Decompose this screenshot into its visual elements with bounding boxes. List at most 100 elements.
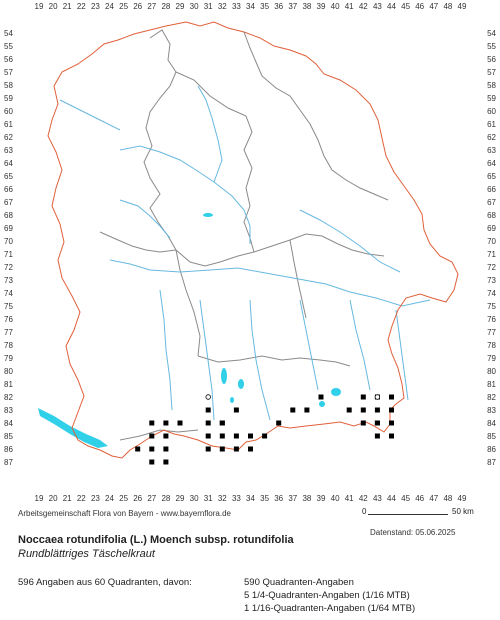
y-label-left-69: 69 <box>4 224 13 233</box>
x-label-top-45: 45 <box>401 2 410 11</box>
y-label-left-59: 59 <box>4 94 13 103</box>
record-square <box>135 446 141 452</box>
record-square <box>233 446 239 452</box>
record-square <box>389 433 394 439</box>
record-square <box>205 420 211 426</box>
y-label-left-73: 73 <box>4 276 13 285</box>
stat-quadrant: 590 Quadranten-Angaben <box>244 577 354 588</box>
y-label-right-58: 58 <box>487 81 496 90</box>
y-label-right-87: 87 <box>487 458 496 467</box>
y-label-right-64: 64 <box>487 159 496 168</box>
y-label-left-70: 70 <box>4 237 13 246</box>
x-label-bottom-36: 36 <box>274 494 283 503</box>
y-label-right-65: 65 <box>487 172 496 181</box>
y-label-right-70: 70 <box>487 237 496 246</box>
x-label-top-37: 37 <box>288 2 297 11</box>
y-label-right-75: 75 <box>487 302 496 311</box>
y-label-left-65: 65 <box>4 172 13 181</box>
y-label-right-55: 55 <box>487 42 496 51</box>
y-label-left-57: 57 <box>4 68 13 77</box>
scale-label-end: 50 km <box>452 507 474 516</box>
y-label-right-56: 56 <box>487 55 496 64</box>
data-date: Datenstand: 05.06.2025 <box>370 528 456 537</box>
y-label-right-72: 72 <box>487 263 496 272</box>
x-label-bottom-42: 42 <box>359 494 368 503</box>
y-label-right-63: 63 <box>487 146 496 155</box>
credit-text: Arbeitsgemeinschaft Flora von Bayern - w… <box>18 509 231 518</box>
species-title: Noccaea rotundifolia (L.) Moench subsp. … <box>18 534 294 546</box>
record-square <box>374 420 380 426</box>
x-label-bottom-26: 26 <box>133 494 142 503</box>
record-square <box>219 420 225 426</box>
y-label-right-82: 82 <box>487 393 496 402</box>
x-label-top-21: 21 <box>63 2 72 11</box>
record-square <box>276 420 282 426</box>
y-label-right-62: 62 <box>487 133 496 142</box>
y-label-left-83: 83 <box>4 406 13 415</box>
x-label-bottom-21: 21 <box>63 494 72 503</box>
grid-y-labels-right: 54 55 56 57 58 59 60 61 62 63 64 65 66 67 68 69 70 71 72 73… <box>487 29 496 467</box>
record-square <box>219 446 225 452</box>
y-label-left-82: 82 <box>4 393 13 402</box>
scale-label-start: 0 <box>362 507 367 516</box>
record-square <box>318 394 324 400</box>
x-label-top-35: 35 <box>260 2 269 11</box>
record-square <box>360 420 366 426</box>
y-label-left-63: 63 <box>4 146 13 155</box>
x-label-top-24: 24 <box>105 2 114 11</box>
x-label-top-29: 29 <box>176 2 185 11</box>
record-square <box>346 407 352 413</box>
x-label-top-49: 49 <box>458 2 467 11</box>
y-label-right-67: 67 <box>487 198 496 207</box>
record-squares <box>135 394 394 465</box>
x-label-bottom-31: 31 <box>204 494 213 503</box>
y-label-left-68: 68 <box>4 211 13 220</box>
y-label-left-61: 61 <box>4 120 13 129</box>
stat-sixteenth-quadrant: 1 1/16-Quadranten-Angaben (1/64 MTB) <box>244 603 416 614</box>
y-label-right-83: 83 <box>487 406 496 415</box>
x-label-top-27: 27 <box>147 2 156 11</box>
y-label-left-85: 85 <box>4 432 13 441</box>
x-label-bottom-41: 41 <box>345 494 354 503</box>
record-square <box>374 433 380 439</box>
x-label-top-36: 36 <box>274 2 283 11</box>
y-label-left-58: 58 <box>4 81 13 90</box>
x-label-bottom-23: 23 <box>91 494 100 503</box>
y-label-right-86: 86 <box>487 445 496 454</box>
x-label-top-46: 46 <box>415 2 424 11</box>
x-label-bottom-30: 30 <box>190 494 199 503</box>
record-open-circle <box>374 394 381 400</box>
record-square <box>290 407 296 413</box>
y-label-right-81: 81 <box>487 380 496 389</box>
y-label-right-60: 60 <box>487 107 496 116</box>
record-square <box>374 407 380 413</box>
x-label-top-28: 28 <box>161 2 170 11</box>
record-square <box>149 446 155 452</box>
x-label-bottom-32: 32 <box>218 494 227 503</box>
x-label-bottom-28: 28 <box>161 494 170 503</box>
y-label-left-78: 78 <box>4 341 13 350</box>
y-label-left-79: 79 <box>4 354 13 363</box>
x-label-bottom-43: 43 <box>373 494 382 503</box>
grid-y-labels-left: 54 55 56 57 58 59 60 61 62 63 64 65 66 67 68 69 70 71 72 73… <box>4 29 13 467</box>
scale-bar <box>368 514 448 515</box>
x-label-bottom-29: 29 <box>176 494 185 503</box>
record-square <box>163 459 169 465</box>
y-label-right-76: 76 <box>487 315 496 324</box>
record-square <box>389 420 394 426</box>
y-label-left-74: 74 <box>4 289 13 298</box>
x-label-bottom-46: 46 <box>415 494 424 503</box>
record-square <box>205 407 211 413</box>
x-label-bottom-35: 35 <box>260 494 269 503</box>
y-label-right-84: 84 <box>487 419 496 428</box>
y-label-right-68: 68 <box>487 211 496 220</box>
y-label-left-62: 62 <box>4 133 13 142</box>
x-label-top-39: 39 <box>317 2 326 11</box>
record-square <box>248 433 253 439</box>
record-summary: 596 Angaben aus 60 Quadranten, davon: <box>18 577 192 588</box>
y-label-left-56: 56 <box>4 55 13 64</box>
x-label-top-41: 41 <box>345 2 354 11</box>
record-square <box>149 420 155 426</box>
x-label-top-19: 19 <box>35 2 44 11</box>
y-label-right-80: 80 <box>487 367 496 376</box>
